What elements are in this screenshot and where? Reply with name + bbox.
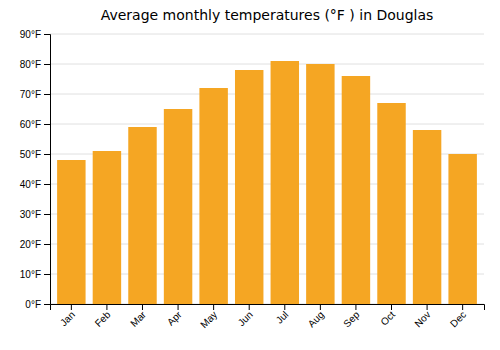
tick-label: Sep <box>341 309 362 330</box>
tick-label: Jan <box>58 309 77 328</box>
tick-mark <box>106 304 107 310</box>
bars <box>57 61 477 304</box>
x-tick: Aug <box>306 304 326 329</box>
grid-line <box>50 94 484 95</box>
title: Average monthly temperatures (°F ) in Do… <box>101 7 434 23</box>
tick-label: Nov <box>412 309 432 329</box>
bar <box>306 64 334 304</box>
tick-mark <box>44 94 50 95</box>
bar <box>377 103 405 304</box>
tick-mark <box>44 124 50 125</box>
tick-mark <box>213 304 214 310</box>
bar <box>57 160 85 304</box>
tick-label: 80°F <box>20 59 41 70</box>
tick-mark <box>44 214 50 215</box>
bar <box>413 130 441 304</box>
tick-mark <box>44 274 50 275</box>
tick-mark <box>44 64 50 65</box>
tick-mark <box>44 244 50 245</box>
y-tick: 10°F <box>20 269 50 280</box>
y-tick: 50°F <box>20 149 50 160</box>
x-tick: Apr <box>165 304 184 328</box>
tick-label: May <box>198 309 219 330</box>
bar <box>235 70 263 304</box>
x-tick: Feb <box>93 304 113 329</box>
tick-mark <box>284 304 285 310</box>
bar <box>342 76 370 304</box>
tick-mark <box>178 304 179 310</box>
tick-mark <box>44 34 50 35</box>
axis-line <box>44 35 51 305</box>
y-axis: 0°F 10°F 20°F 30°F 40°F 50°F 60°F 70°F 80°F 90°F <box>20 29 51 310</box>
tick-label: Jun <box>236 309 255 328</box>
x-tick: Mar <box>128 304 148 329</box>
tick-label: Dec <box>448 309 468 329</box>
x-axis: Jan Feb Mar Apr May Jun Jul Aug Sep Oct Nov Dec <box>51 304 485 330</box>
tick-label: Apr <box>165 308 184 327</box>
bar <box>128 127 156 304</box>
x-tick: Sep <box>341 304 362 329</box>
tick-label: Oct <box>378 309 397 328</box>
tick-mark <box>249 304 250 310</box>
bar <box>448 154 476 304</box>
grid-line <box>50 124 484 125</box>
grid-line <box>50 34 484 35</box>
tick-label: 0°F <box>25 299 41 310</box>
tick-mark <box>142 304 143 310</box>
tick-label: 30°F <box>20 209 41 220</box>
tick-label: 10°F <box>20 269 41 280</box>
tick-label: 40°F <box>20 179 41 190</box>
tick-label: Feb <box>93 309 113 329</box>
y-tick: 30°F <box>20 209 50 220</box>
tick-mark <box>320 304 321 310</box>
tick-mark <box>44 184 50 185</box>
y-tick: 60°F <box>20 119 50 130</box>
bar <box>199 88 227 304</box>
tick-label: 60°F <box>20 119 41 130</box>
x-tick: Nov <box>412 304 432 329</box>
axis-line <box>51 305 485 311</box>
tick-mark <box>462 304 463 310</box>
x-tick: Jul <box>274 304 291 326</box>
tick-mark <box>71 304 72 310</box>
tick-mark <box>44 154 50 155</box>
tick-label: 20°F <box>20 239 41 250</box>
tick-mark <box>355 304 356 310</box>
x-tick: Dec <box>448 304 468 329</box>
tick-mark <box>427 304 428 310</box>
y-tick: 90°F <box>20 29 50 40</box>
x-tick: May <box>198 304 219 330</box>
tick-mark <box>391 304 392 310</box>
y-tick: 40°F <box>20 179 50 190</box>
tick-label: Aug <box>306 309 326 329</box>
grid-line <box>50 64 484 65</box>
bar <box>271 61 299 304</box>
tick-mark <box>44 304 50 305</box>
tick-label: Mar <box>128 308 148 328</box>
x-tick: Jun <box>236 304 255 328</box>
x-tick: Jan <box>58 304 77 328</box>
grid <box>50 34 484 304</box>
bar <box>164 109 192 304</box>
x-tick: Oct <box>378 304 397 328</box>
bar <box>93 151 121 304</box>
y-tick: 20°F <box>20 239 50 250</box>
tick-label: 50°F <box>20 149 41 160</box>
tick-label: 70°F <box>20 89 41 100</box>
y-tick: 0°F <box>25 299 50 310</box>
tick-label: Jul <box>274 309 291 326</box>
chart: 0°F 10°F 20°F 30°F 40°F 50°F 60°F 70°F 80°F 90°F J… <box>0 0 500 350</box>
y-tick: 80°F <box>20 59 50 70</box>
y-tick: 70°F <box>20 89 50 100</box>
plot: 0°F 10°F 20°F 30°F 40°F 50°F 60°F 70°F 80°F 90°F J… <box>20 29 485 330</box>
tick-label: 90°F <box>20 29 41 40</box>
